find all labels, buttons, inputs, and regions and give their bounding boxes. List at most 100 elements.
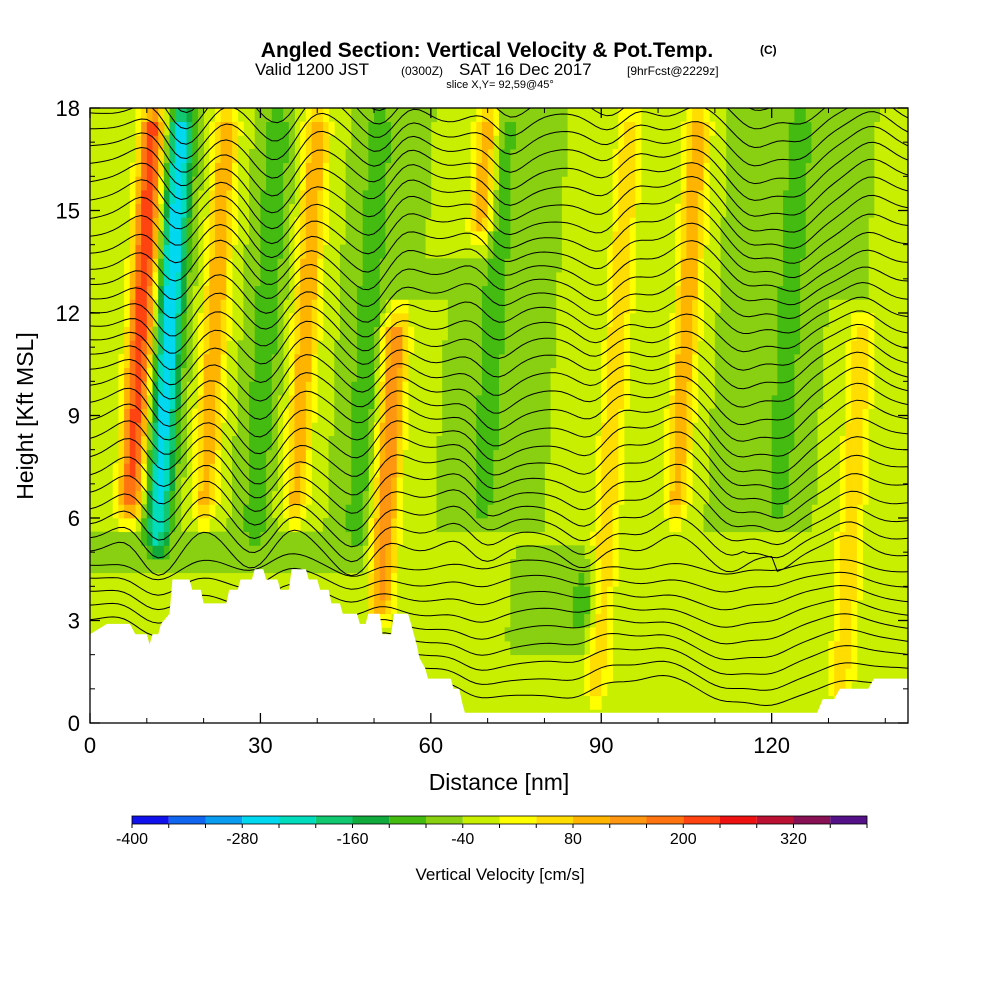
velocity-cell (686, 299, 692, 313)
velocity-cell (419, 245, 425, 259)
velocity-cell (130, 463, 136, 477)
velocity-cell (323, 190, 329, 204)
velocity-cell (681, 245, 687, 259)
velocity-cell (749, 450, 755, 464)
velocity-cell (295, 491, 301, 505)
velocity-cell (266, 299, 272, 313)
velocity-cell (493, 491, 499, 505)
velocity-cell (579, 627, 585, 641)
velocity-cell (596, 696, 602, 710)
velocity-cell (760, 504, 766, 518)
velocity-cell (249, 409, 255, 423)
velocity-cell (828, 668, 834, 682)
velocity-cell (618, 477, 624, 491)
velocity-cell (527, 545, 533, 559)
velocity-cell (772, 422, 778, 436)
velocity-cell (221, 299, 227, 313)
velocity-cell (686, 258, 692, 272)
velocity-cell (124, 477, 130, 491)
velocity-cell (635, 122, 641, 136)
velocity-cell (300, 231, 306, 245)
velocity-cell (357, 204, 363, 218)
velocity-cell (300, 532, 306, 546)
velocity-cell (124, 545, 130, 559)
velocity-cell (692, 135, 698, 149)
velocity-cell (766, 163, 772, 177)
velocity-cell (760, 231, 766, 245)
velocity-cell (170, 245, 176, 259)
velocity-cell (357, 299, 363, 313)
velocity-cell (249, 436, 255, 450)
velocity-cell (232, 176, 238, 190)
velocity-cell (516, 409, 522, 423)
velocity-cell (681, 450, 687, 464)
velocity-cell (221, 559, 227, 573)
velocity-cell (300, 204, 306, 218)
velocity-cell (726, 504, 732, 518)
velocity-cell (686, 286, 692, 300)
colorbar-label: 80 (564, 831, 582, 848)
velocity-cell (374, 299, 380, 313)
velocity-cell (550, 627, 556, 641)
velocity-cell (374, 176, 380, 190)
velocity-cell (550, 354, 556, 368)
velocity-cell (346, 313, 352, 327)
velocity-cell (579, 545, 585, 559)
velocity-cell (476, 108, 482, 122)
velocity-cell (510, 450, 516, 464)
velocity-cell (209, 463, 215, 477)
velocity-cell (732, 258, 738, 272)
velocity-cell (556, 545, 562, 559)
velocity-cell (385, 518, 391, 532)
velocity-cell (539, 436, 545, 450)
velocity-cell (806, 436, 812, 450)
velocity-cell (243, 409, 249, 423)
velocity-cell (402, 340, 408, 354)
velocity-cell (374, 559, 380, 573)
velocity-cell (777, 231, 783, 245)
velocity-cell (215, 368, 221, 382)
velocity-cell (692, 299, 698, 313)
velocity-cell (675, 409, 681, 423)
velocity-cell (755, 518, 761, 532)
velocity-cell (556, 204, 562, 218)
velocity-cell (419, 190, 425, 204)
velocity-cell (215, 122, 221, 136)
velocity-cell (363, 327, 369, 341)
velocity-cell (704, 504, 710, 518)
velocity-cell (510, 463, 516, 477)
velocity-cell (368, 450, 374, 464)
velocity-cell (448, 518, 454, 532)
velocity-cell (550, 135, 556, 149)
velocity-cell (135, 272, 141, 286)
velocity-cell (681, 409, 687, 423)
velocity-cell (238, 545, 244, 559)
velocity-cell (170, 395, 176, 409)
velocity-cell (544, 586, 550, 600)
velocity-cell (192, 450, 198, 464)
velocity-cell (783, 354, 789, 368)
velocity-cell (493, 422, 499, 436)
velocity-cell (482, 354, 488, 368)
velocity-cell (198, 327, 204, 341)
velocity-cell (357, 545, 363, 559)
x-axis-title: Distance [nm] (429, 769, 570, 795)
velocity-cell (170, 559, 176, 573)
velocity-cell (482, 450, 488, 464)
velocity-cell (772, 163, 778, 177)
velocity-cell (675, 477, 681, 491)
velocity-cell (482, 122, 488, 136)
velocity-cell (516, 614, 522, 628)
colorbar-label: 200 (670, 831, 697, 848)
velocity-cell (181, 190, 187, 204)
velocity-cell (351, 477, 357, 491)
velocity-cell (851, 245, 857, 259)
velocity-cell (448, 395, 454, 409)
velocity-cell (266, 217, 272, 231)
velocity-cell (221, 163, 227, 177)
velocity-cell (846, 614, 852, 628)
velocity-cell (442, 368, 448, 382)
velocity-cell (454, 395, 460, 409)
velocity-cell (800, 204, 806, 218)
velocity-cell (391, 122, 397, 136)
